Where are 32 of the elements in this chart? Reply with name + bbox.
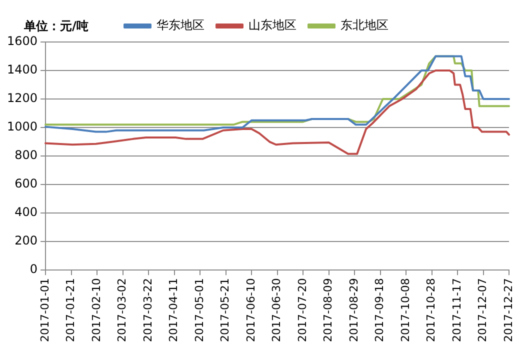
x-tick-label: 2017-02-10 <box>90 278 103 342</box>
y-axis-title: 单位：元/吨 <box>24 18 88 35</box>
y-tick-label: 400 <box>14 205 38 220</box>
x-tick-label: 2017-03-22 <box>141 278 154 342</box>
y-tick-label: 600 <box>14 176 38 191</box>
y-tick-label: 200 <box>14 234 38 248</box>
x-tick-label: 2017-10-28 <box>424 278 438 342</box>
x-tick-label: 2017-09-18 <box>373 278 386 342</box>
x-tick-label: 2017-08-29 <box>347 278 360 342</box>
legend-label: 山东地区 <box>248 18 296 32</box>
y-tick-label: 0 <box>30 262 38 276</box>
x-tick-label: 2017-04-11 <box>167 278 180 342</box>
x-tick-label: 2017-01-21 <box>64 278 78 342</box>
x-tick-label: 2017-03-02 <box>116 278 129 342</box>
x-tick-label: 2017-06-10 <box>244 278 258 342</box>
x-tick-label: 2017-01-01 <box>38 278 52 342</box>
legend-label: 华东地区 <box>156 18 204 32</box>
y-tick-label: 1600 <box>6 34 38 48</box>
legend-label: 东北地区 <box>340 18 388 32</box>
x-tick-label: 2017-05-01 <box>192 278 206 342</box>
y-tick-label: 1400 <box>6 62 38 77</box>
y-tick-label: 800 <box>14 148 38 162</box>
y-tick-label: 1200 <box>6 91 38 106</box>
x-tick-label: 2017-08-09 <box>322 278 335 342</box>
x-tick-label: 2017-12-07 <box>476 278 490 342</box>
x-tick-label: 2017-10-08 <box>398 278 412 342</box>
x-tick-label: 2017-05-21 <box>218 278 232 342</box>
x-tick-label: 2017-07-20 <box>296 278 309 342</box>
x-tick-label: 2017-11-17 <box>450 278 464 342</box>
x-tick-label: 2017-12-27 <box>502 278 515 342</box>
y-tick-label: 1000 <box>6 120 38 134</box>
x-tick-label: 2017-06-30 <box>270 278 284 342</box>
